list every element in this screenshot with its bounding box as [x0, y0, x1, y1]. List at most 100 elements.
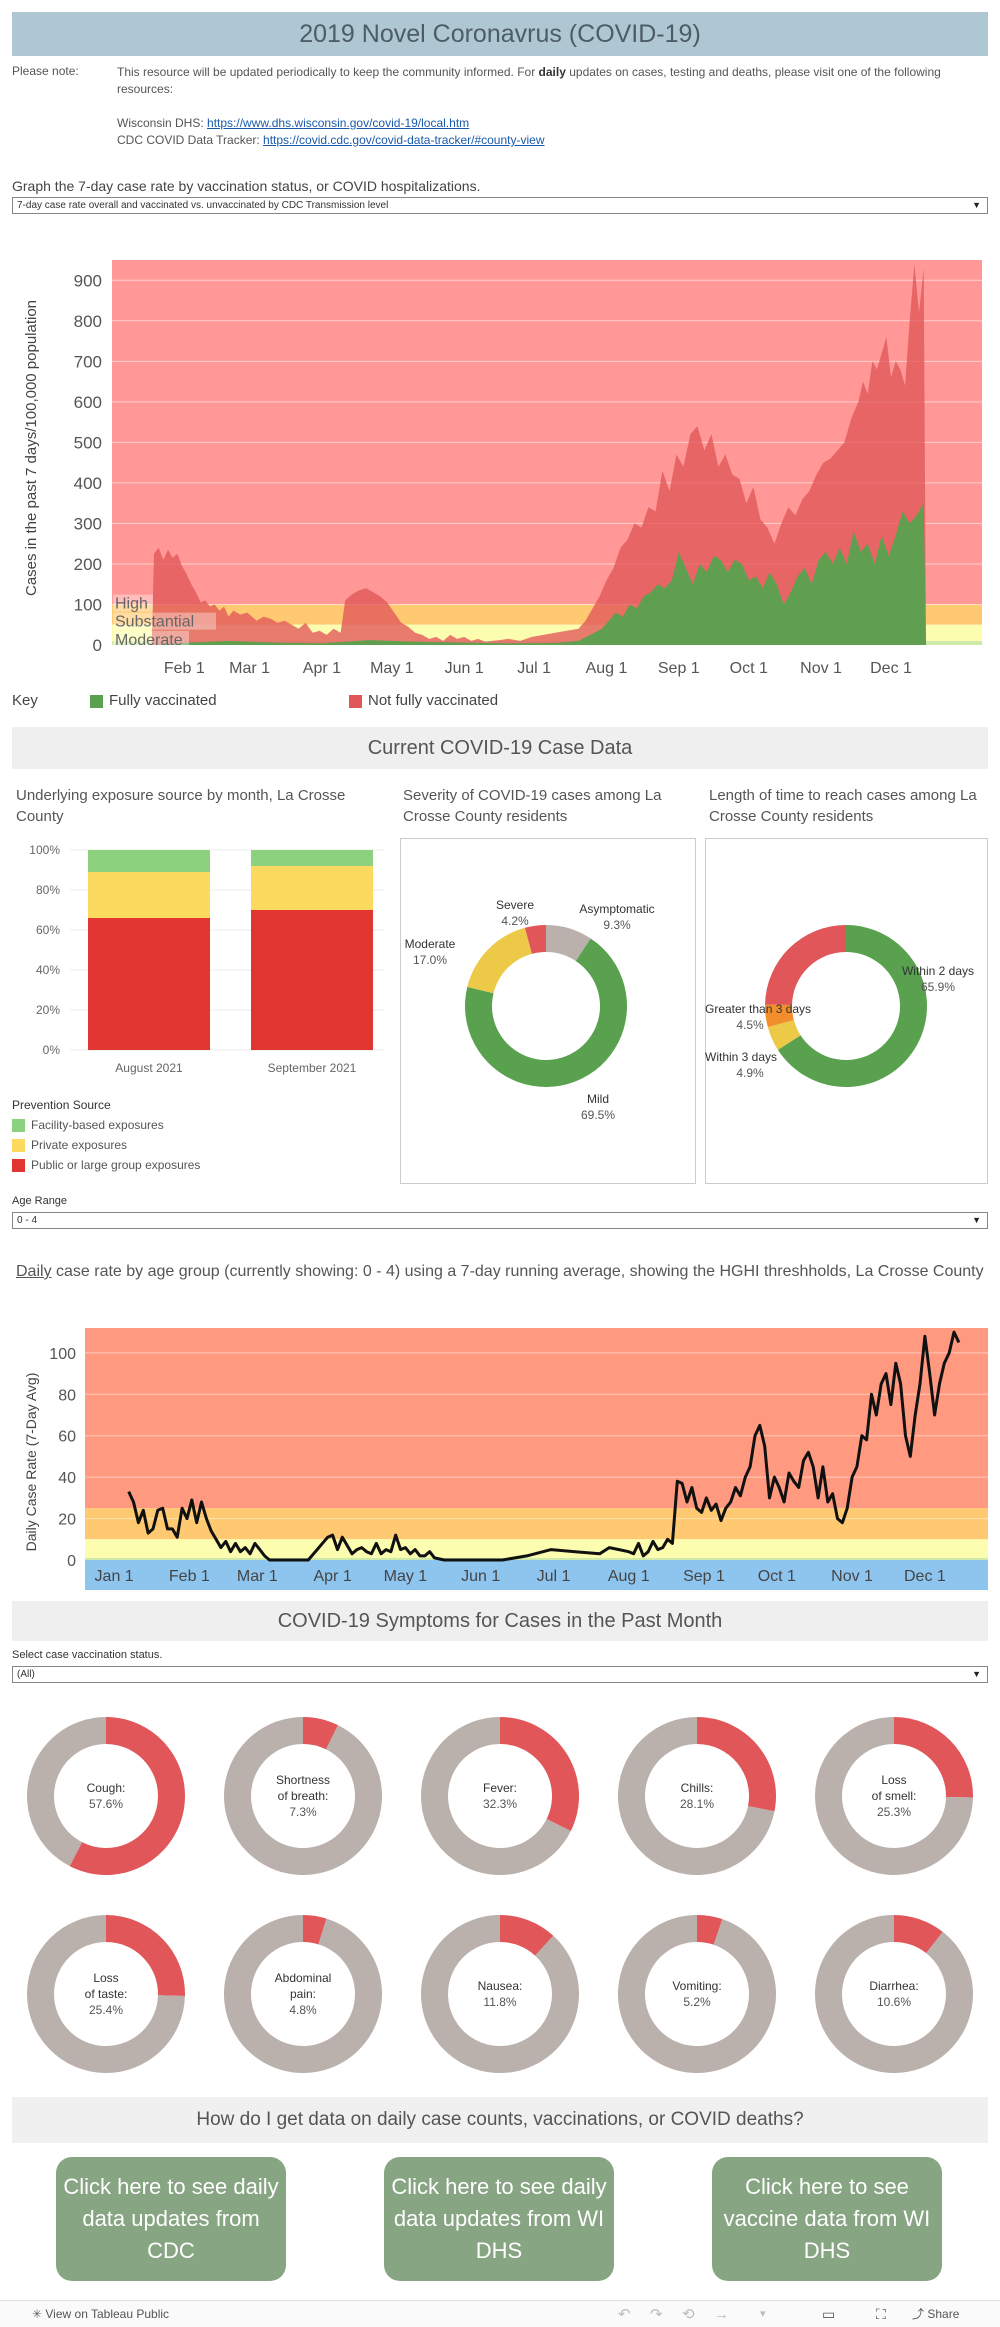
y-tick-label: 0 [93, 636, 102, 655]
symptom-name-label: pain: [290, 1987, 316, 2001]
bar-segment [251, 850, 373, 866]
zone-label-bg [113, 630, 189, 648]
severity-slice [467, 927, 532, 994]
reach-panel [705, 838, 988, 1184]
zone-label: Substantial [115, 614, 194, 631]
symptom-donuts: Cough: 57.6% Shortness of breath: 7.3% Fever:… [26, 1717, 973, 2073]
legend-public-label: Public or large group exposures [31, 1158, 201, 1172]
vaccine-data-button[interactable]: Click here to see vaccine data from WI D… [712, 2157, 942, 2281]
slice-value-label: 65.9% [921, 980, 955, 994]
symptom-slice [224, 1717, 383, 1875]
daily-title-underlined: Daily [16, 1263, 52, 1280]
graph-select-label: Graph the 7-day case rate by vaccination… [12, 178, 481, 194]
bar-segment [88, 918, 210, 1050]
dhs-updates-button[interactable]: Click here to see daily data updates fro… [384, 2157, 614, 2281]
slice-name-label: Within 3 days [705, 1050, 777, 1064]
x-tick-label: Nov 1 [831, 1568, 873, 1585]
x-tick-label: May 1 [370, 660, 414, 677]
y-tick-label: 500 [74, 433, 102, 452]
vaccinated-series-area [151, 503, 927, 645]
share-button[interactable]: ⤴ Share [912, 2301, 959, 2327]
x-tick-label: Sep 1 [683, 1568, 725, 1585]
undo-icon[interactable]: ↶ [618, 2306, 631, 2323]
y-tick-label: 20% [36, 1003, 60, 1017]
symptom-name-label: of smell: [872, 1789, 917, 1803]
severity-donut: Asymptomatic 9.3% Mild 69.5% Moderate 17.0% Se… [405, 898, 655, 1122]
legend-title: Prevention Source [12, 1098, 111, 1112]
reach-slice [765, 1004, 794, 1028]
slice-name-label: Within 2 days [902, 964, 974, 978]
graph-select-value: 7-day case rate overall and vaccinated v… [17, 200, 389, 211]
symptom-slice [106, 1915, 185, 1996]
public-swatch [12, 1159, 25, 1173]
x-tick-label: Jan 1 [95, 1568, 134, 1585]
vacc-status-value: (All) [17, 1669, 35, 1680]
unvaccinated-swatch [349, 694, 362, 708]
tableau-footer: ✳ View on Tableau Public ↶ ↷ ⟲ → ▾ ▭ ⛶ ⤴… [0, 2300, 1000, 2327]
slice-value-label: 17.0% [413, 953, 447, 967]
y-tick-label: 100 [49, 1346, 76, 1363]
symptom-name-label: Abdominal [275, 1971, 332, 1985]
redo-icon[interactable]: ↷ [650, 2306, 663, 2323]
symptom-slice [303, 1915, 327, 1945]
age-range-label: Age Range [12, 1195, 68, 1207]
symptom-slice [223, 1915, 382, 2073]
y-tick-label: 40% [36, 963, 60, 977]
tableau-link[interactable]: ✳ View on Tableau Public [32, 2301, 169, 2327]
age-range-dropdown[interactable]: 0 - 4 ▼ [12, 1212, 988, 1229]
severity-title: Severity of COVID-19 cases among La Cros… [403, 787, 662, 825]
daily-title-rest: case rate by age group (currently showin… [51, 1263, 984, 1280]
symptom-slice [500, 1915, 554, 1956]
revert-icon[interactable]: ⟲ [682, 2306, 695, 2323]
dhs-link[interactable]: https://www.dhs.wisconsin.gov/covid-19/l… [207, 116, 470, 130]
vacc-status-label: Select case vaccination status. [12, 1649, 163, 1661]
y-axis-label: Cases in the past 7 days/100,000 populat… [23, 300, 40, 596]
note-label: Please note: [12, 64, 79, 78]
y-tick-label: 100 [74, 595, 102, 614]
cdc-updates-button[interactable]: Click here to see daily data updates fro… [56, 2157, 286, 2281]
x-tick-label: Aug 1 [608, 1568, 650, 1585]
fullscreen-icon[interactable]: ⛶ [876, 2306, 886, 2322]
x-tick-label: Aug 1 [586, 660, 628, 677]
symptom-value-label: 57.6% [89, 1797, 123, 1811]
y-tick-label: 300 [74, 514, 102, 533]
symptom-value-label: 25.3% [877, 1805, 911, 1819]
current-data-header: Current COVID-19 Case Data [12, 727, 988, 769]
note-text-bold: daily [538, 65, 566, 79]
symptom-slice [26, 1915, 185, 2073]
symptom-name-label: Shortness [276, 1773, 330, 1787]
cdc-link[interactable]: https://covid.cdc.gov/covid-data-tracker… [263, 133, 545, 147]
zone-band [85, 1508, 988, 1540]
pause-icon[interactable]: ▾ [760, 2308, 766, 2320]
device-icon[interactable]: ▭ [822, 2306, 836, 2322]
note-text-start: This resource will be updated periodical… [117, 65, 539, 79]
facility-swatch [12, 1119, 25, 1133]
slice-name-label: Moderate [405, 937, 456, 951]
symptom-slice [815, 1717, 973, 1875]
symptom-slice [69, 1717, 186, 1875]
x-tick-label: September 2021 [268, 1061, 357, 1075]
x-tick-label: Apr 1 [313, 1568, 351, 1585]
x-tick-label: Jun 1 [461, 1568, 500, 1585]
exposure-legend: Prevention Source Facility-based exposur… [12, 1095, 200, 1175]
symptom-name-label: of breath: [278, 1789, 329, 1803]
y-tick-label: 60 [58, 1429, 76, 1446]
x-tick-label: Jun 1 [445, 660, 484, 677]
x-tick-label: Dec 1 [904, 1568, 946, 1585]
share-icon: ⤴ [912, 2307, 928, 2321]
x-tick-label: May 1 [384, 1568, 428, 1585]
x-tick-label: August 2021 [115, 1061, 183, 1075]
refresh-icon[interactable]: → [714, 2306, 729, 2323]
cdc-label: CDC COVID Data Tracker: [117, 133, 264, 147]
y-tick-label: 80% [36, 883, 60, 897]
y-tick-label: 700 [74, 352, 102, 371]
zone-label-bg [113, 594, 153, 612]
symptom-value-label: 4.8% [289, 2003, 317, 2017]
key-vaccinated-label: Fully vaccinated [109, 692, 217, 709]
symptom-name-label: Loss [881, 1773, 906, 1787]
graph-select-dropdown[interactable]: 7-day case rate overall and vaccinated v… [12, 197, 988, 214]
symptom-slice [500, 1717, 579, 1831]
data-sources-header: How do I get data on daily case counts, … [12, 2097, 988, 2143]
x-tick-label: Mar 1 [237, 1568, 278, 1585]
vacc-status-dropdown[interactable]: (All) ▼ [12, 1666, 988, 1683]
